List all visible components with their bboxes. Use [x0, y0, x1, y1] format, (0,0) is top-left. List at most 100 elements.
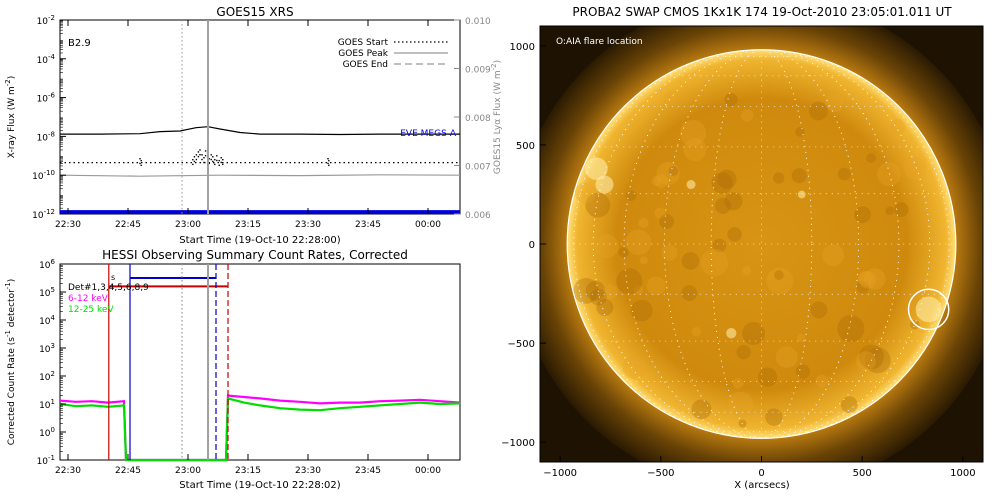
swap-texture-blob — [889, 118, 906, 135]
goes-ytick-label: 10-12 — [32, 208, 55, 221]
goes-scatter-point — [214, 163, 216, 166]
swap-texture-blob — [633, 285, 644, 295]
goes-scatter-point — [222, 163, 224, 166]
swap-texture-blob — [774, 270, 784, 280]
goes-legend-label: GOES Start — [338, 38, 389, 48]
swap-texture-blob — [742, 266, 752, 276]
goes-scatter-point — [328, 164, 330, 167]
swap-texture-blob — [837, 315, 865, 343]
swap-xtick-label: −500 — [647, 468, 674, 479]
swap-xtick-label: 500 — [853, 468, 872, 479]
swap-solar-disk — [567, 49, 956, 439]
swap-texture-blob — [679, 119, 707, 147]
swap-annotation: O:AIA flare location — [556, 37, 643, 47]
swap-texture-blob — [757, 367, 778, 387]
hessi-s-label: s — [111, 273, 115, 282]
goes-ylabel-right: GOES15 Lyα Flux (W m-2) — [490, 60, 503, 174]
swap-texture-blob — [625, 190, 637, 201]
goes-title: GOES15 XRS — [216, 5, 293, 19]
goes-scatter-point — [193, 156, 196, 158]
swap-texture-blob — [668, 166, 679, 176]
goes-scatter-point — [140, 164, 142, 167]
goes-plot-frame — [59, 19, 461, 215]
swap-texture-blob — [791, 168, 807, 184]
swap-texture-blob — [651, 176, 662, 186]
swap-texture-blob — [740, 108, 754, 122]
swap-texture-blob — [602, 284, 618, 300]
goes-ytick-label: 10-8 — [37, 130, 55, 143]
swap-ytick-label: 500 — [516, 141, 535, 152]
swap-texture-blob — [717, 169, 737, 189]
swap-texture-blob — [700, 248, 729, 277]
swap-texture-blob — [885, 206, 894, 216]
goes-ytick-label: 10-10 — [32, 169, 55, 182]
goes-xtick-label: 23:00 — [175, 220, 201, 230]
hessi-ytick-label: 102 — [39, 370, 55, 383]
goes-scatter-point — [139, 158, 141, 160]
hessi-ytick-label: 103 — [39, 342, 55, 355]
hessi-ytick-label: 10-1 — [37, 454, 55, 467]
swap-texture-blob — [691, 326, 702, 337]
swap-texture-blob — [659, 214, 675, 230]
goes-scatter-point — [212, 160, 214, 163]
swap-texture-blob — [681, 285, 698, 301]
swap-texture-blob — [775, 346, 798, 368]
goes-xtick-label: 23:45 — [355, 220, 381, 230]
goes-scatter-point — [216, 155, 218, 157]
swap-texture-blob — [711, 172, 733, 194]
goes-scatter-point — [201, 158, 203, 161]
swap-panel: PROBA2 SWAP CMOS 1Kx1K 174 19-Oct-2010 2… — [501, 5, 984, 491]
goes-ylabel: X-ray Flux (W m-2) — [4, 76, 17, 158]
swap-limb-circle — [566, 49, 957, 439]
swap-texture-blob — [594, 234, 619, 259]
swap-texture-blob — [809, 101, 828, 121]
swap-texture-blob — [773, 172, 785, 184]
swap-texture-blob — [795, 364, 810, 379]
swap-texture-blob — [639, 256, 648, 265]
swap-active-region — [686, 180, 696, 190]
swap-texture-blob — [866, 153, 876, 163]
goes-scatter-point — [199, 149, 201, 151]
swap-xtick-label: −1000 — [543, 468, 577, 479]
aia-flare-location-circle — [907, 288, 950, 331]
swap-texture-blob — [663, 92, 676, 105]
swap-texture-blob — [857, 271, 873, 286]
swap-active-region — [595, 175, 614, 194]
swap-longitude-line — [573, 49, 950, 439]
goes-scatter-point — [222, 158, 224, 161]
goes-scatter-point — [328, 159, 330, 162]
swap-texture-blob — [795, 127, 805, 137]
swap-texture-blob — [732, 377, 744, 389]
swap-texture-blob — [724, 92, 738, 107]
swap-texture-blob — [596, 298, 614, 316]
goes-legend-label: GOES End — [343, 60, 388, 70]
hessi-legend-label: 6-12 keV — [68, 294, 109, 304]
swap-texture-blob — [646, 276, 666, 296]
goes-xtick-label: 23:30 — [295, 220, 321, 230]
swap-ytick-label: 0 — [529, 240, 535, 251]
swap-ytick-label: 1000 — [510, 42, 535, 53]
hessi-plot-frame — [59, 263, 461, 461]
swap-longitude-line — [623, 49, 900, 439]
swap-xlabel: X (arcsecs) — [734, 480, 790, 491]
goes-legend-label: GOES Peak — [338, 49, 388, 59]
goes-scatter-point — [214, 158, 216, 161]
swap-active-region — [797, 190, 806, 199]
goes-scatter-point — [203, 161, 205, 164]
swap-texture-blob — [681, 252, 700, 270]
goes-ytick-right-label: 0.010 — [465, 17, 491, 27]
goes-scatter-point — [208, 158, 210, 160]
swap-texture-blob — [714, 197, 731, 214]
hessi-title: HESSI Observing Summary Count Rates, Cor… — [102, 248, 408, 262]
goes-scatter-point — [195, 154, 198, 156]
swap-ytick-label: −1000 — [501, 438, 535, 449]
swap-texture-blob — [810, 301, 828, 319]
goes-xtick-label: 00:00 — [415, 220, 441, 230]
goes-ytick-label: 10-2 — [37, 14, 55, 27]
swap-texture-blob — [654, 207, 666, 219]
goes-scatter-point — [192, 158, 194, 161]
hessi-xtick-label: 23:15 — [235, 466, 261, 476]
swap-texture-blob — [766, 267, 794, 295]
goes-scatter-point — [139, 162, 141, 165]
